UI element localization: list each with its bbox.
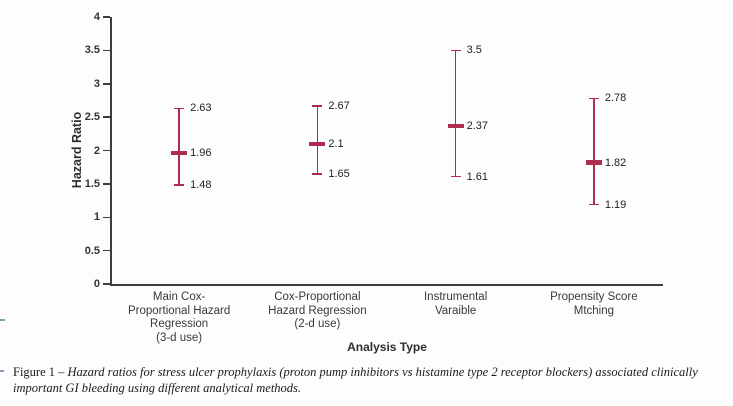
errorbar-cap-top — [588, 97, 599, 100]
x-axis-title: Analysis Type — [347, 340, 427, 354]
point-estimate-marker — [171, 150, 188, 156]
estimate-label: 2.37 — [466, 119, 489, 132]
x-category-label-line: Cox-Proportional — [274, 291, 361, 303]
y-axis-line — [110, 17, 112, 286]
ci-low-label: 1.48 — [190, 179, 212, 192]
x-category-label-line: Propensity Score — [550, 291, 638, 303]
figure-caption-label: Figure 1 — [13, 365, 56, 379]
point-estimate-marker — [585, 160, 602, 165]
ci-low-label: 1.19 — [604, 198, 627, 211]
y-tick-label: 2 — [93, 144, 100, 157]
errorbar-line — [454, 50, 457, 177]
ci-high-label: 3.5 — [466, 44, 482, 57]
y-axis-tick — [103, 283, 110, 285]
y-axis-tick — [103, 249, 110, 252]
errorbar-cap-bottom — [174, 184, 185, 186]
y-tick-label: 4 — [93, 11, 100, 23]
y-tick-label: 0 — [93, 278, 100, 290]
x-category-label-line: (2-d use) — [294, 318, 341, 330]
y-axis-tick — [103, 49, 110, 52]
ci-high-label: 2.78 — [604, 92, 627, 105]
errorbar-cap-bottom — [450, 175, 461, 178]
ci-low-label: 1.61 — [466, 170, 489, 183]
figure-caption-text: Hazard ratios for stress ulcer prophylax… — [13, 365, 698, 395]
y-axis-tick — [103, 116, 110, 118]
errorbar-cap-bottom — [312, 173, 323, 175]
estimate-label: 2.1 — [328, 137, 344, 150]
errorbar-cap-top — [312, 105, 323, 107]
page-edge-mark — [0, 319, 5, 321]
y-axis-tick — [103, 216, 110, 218]
y-tick-label: 1 — [93, 211, 100, 224]
x-category-label-line: (3-d use) — [156, 331, 203, 344]
x-category-label-line: Varaible — [434, 304, 477, 317]
x-category-label-line: Instrumental — [423, 291, 488, 303]
errorbar-line — [593, 98, 595, 205]
errorbar-cap-top — [174, 107, 185, 110]
y-tick-label: 3 — [93, 77, 100, 90]
y-axis-tick — [103, 16, 110, 18]
point-estimate-marker — [447, 123, 464, 129]
y-tick-label: 3.5 — [84, 44, 100, 57]
y-axis-tick — [103, 183, 110, 185]
x-category-label-line: Mtching — [573, 304, 615, 317]
x-category-label: Cox-Proportional Hazard Regression (2-d us… — [242, 291, 392, 332]
x-category-label: Instrumental Varaible — [381, 291, 531, 318]
y-tick-label: 1.5 — [84, 177, 100, 190]
page-edge-mark — [0, 370, 4, 372]
ci-high-label: 2.67 — [328, 99, 350, 112]
x-category-label: Propensity Score Mtching — [519, 291, 669, 318]
point-estimate-marker — [309, 141, 326, 147]
figure-caption: Figure 1 – Hazard ratios for stress ulce… — [13, 365, 730, 396]
y-axis-tick — [103, 149, 110, 152]
x-category-label-line: Proportional Hazard — [127, 304, 231, 317]
x-category-label-line: Hazard Regression — [268, 304, 367, 317]
x-category-label-line: Main Cox- — [152, 291, 206, 303]
x-category-label-line: Regression — [150, 318, 209, 330]
ci-low-label: 1.65 — [328, 167, 350, 180]
x-category-label: Main Cox- Proportional Hazard Regression (3… — [104, 291, 254, 345]
x-axis-line — [110, 284, 663, 286]
errorbar-line — [178, 108, 180, 186]
estimate-label: 1.82 — [604, 156, 627, 169]
y-axis-tick — [103, 83, 110, 85]
errorbar-line — [316, 105, 319, 174]
errorbar-cap-bottom — [588, 203, 599, 206]
y-tick-label: 0.5 — [84, 244, 100, 257]
errorbar-cap-top — [450, 49, 461, 52]
figure-caption-separator: – — [58, 365, 65, 379]
ci-high-label: 2.63 — [190, 102, 212, 115]
estimate-label: 1.96 — [190, 147, 212, 160]
y-tick-label: 2.5 — [84, 111, 100, 124]
